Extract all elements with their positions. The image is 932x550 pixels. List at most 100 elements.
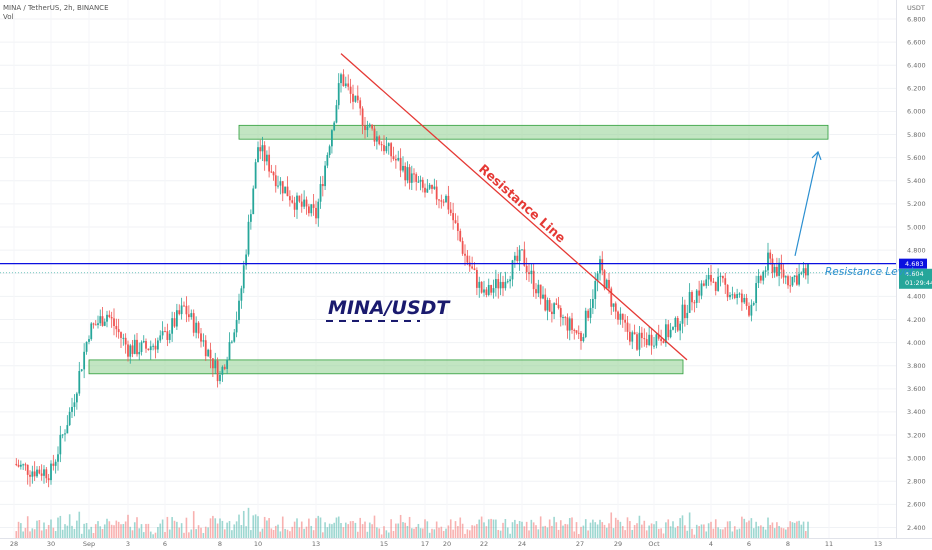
candle-body	[168, 333, 171, 340]
candle-body	[608, 279, 610, 289]
volume-bar	[364, 521, 366, 538]
candle-body	[307, 206, 310, 214]
volume-bar	[142, 532, 145, 538]
candle-body	[459, 230, 462, 242]
volume-bar	[252, 515, 255, 538]
volume-bar	[333, 522, 335, 538]
volume-bar	[235, 521, 238, 538]
volume-bar	[138, 528, 141, 538]
projection-arrow[interactable]	[794, 151, 819, 257]
volume-bar	[582, 525, 585, 538]
volume-bar	[750, 518, 753, 538]
candle-body	[424, 187, 426, 193]
volume-bar	[633, 525, 636, 538]
volume-bar	[45, 529, 48, 538]
candle-body	[83, 351, 86, 370]
volume-bar	[514, 519, 516, 538]
volume-bar	[308, 518, 310, 538]
candle-body	[587, 310, 590, 318]
volume-bar	[270, 528, 273, 538]
volume-bar	[324, 522, 326, 538]
volume-bar	[131, 530, 134, 538]
volume-bar	[226, 522, 228, 538]
time-axis-ticks[interactable]: 28 30 Sep 3 6 8 10 13 15 17 20 22 24 27 29 Oct 4 6 8 11 13	[10, 540, 882, 548]
candle-body	[277, 185, 279, 187]
candle-body	[674, 318, 677, 328]
candle-body	[328, 146, 331, 156]
volume-bar	[601, 522, 604, 538]
candle-body	[449, 209, 452, 214]
candle-body	[319, 184, 322, 202]
candle-body	[221, 366, 224, 375]
candle-body	[487, 284, 490, 295]
volume-bar	[499, 530, 502, 538]
candle-body	[92, 323, 95, 325]
volume-bar	[404, 522, 406, 538]
candle-body	[272, 172, 275, 176]
supply-zone[interactable]	[238, 124, 829, 140]
volume-bar	[94, 524, 97, 538]
volume-bar	[791, 522, 794, 538]
candle-body	[731, 294, 734, 296]
candle-body	[542, 294, 544, 299]
volume-bar	[207, 527, 209, 538]
candle-body	[710, 275, 712, 282]
volume-bar	[624, 530, 626, 538]
volume-label: Vol	[3, 13, 14, 21]
volume-bar	[631, 529, 634, 538]
volume-bar	[127, 514, 129, 538]
price-axis-currency: USDT	[907, 4, 925, 12]
volume-bar	[328, 523, 331, 538]
volume-bar	[240, 525, 243, 538]
candle-body	[288, 196, 291, 201]
candle-body	[15, 463, 18, 465]
volume-bar	[573, 531, 576, 538]
volume-bar	[537, 529, 540, 538]
volume-bar	[71, 525, 73, 538]
volume-bar	[38, 520, 41, 538]
candle-body	[729, 294, 731, 298]
candle-body	[509, 279, 512, 282]
candle-body	[50, 463, 52, 481]
volume-bar	[15, 531, 18, 538]
candle-body	[261, 145, 264, 152]
candle-body	[764, 270, 767, 272]
candle-body	[490, 284, 493, 293]
candle-body	[127, 344, 129, 357]
demand-zone[interactable]	[88, 359, 684, 375]
volume-bar	[145, 523, 147, 538]
candle-body	[653, 345, 655, 347]
volume-bar	[40, 530, 43, 538]
candle-body	[142, 341, 145, 343]
candle-body	[528, 272, 530, 275]
resistance-trend-line[interactable]	[340, 53, 688, 361]
volume-bar	[212, 515, 214, 538]
candle-body	[324, 165, 326, 187]
candle-body	[636, 334, 638, 350]
candle-body	[431, 184, 433, 189]
volume-bar	[466, 529, 469, 538]
volume-bar	[233, 524, 236, 538]
volume-bar	[562, 525, 564, 538]
candle-body	[435, 186, 438, 200]
candle-body	[265, 154, 268, 162]
candle-body	[33, 471, 36, 477]
time-tick-label: 17	[421, 540, 429, 548]
volume-bar	[548, 519, 551, 538]
candle-body	[175, 310, 178, 327]
volume-bar	[326, 527, 329, 538]
candle-body	[645, 339, 648, 346]
candle-body	[582, 337, 585, 342]
volume-bar	[771, 522, 774, 538]
candle-body	[683, 304, 686, 319]
candle-body	[80, 369, 83, 371]
volume-bar	[521, 521, 523, 538]
volume-bar	[180, 523, 183, 538]
candle-body	[532, 270, 535, 290]
candle-body	[660, 338, 663, 342]
candle-body	[559, 308, 562, 318]
candle-body	[468, 262, 471, 267]
candle-body	[45, 469, 48, 479]
candle-body	[619, 313, 622, 320]
